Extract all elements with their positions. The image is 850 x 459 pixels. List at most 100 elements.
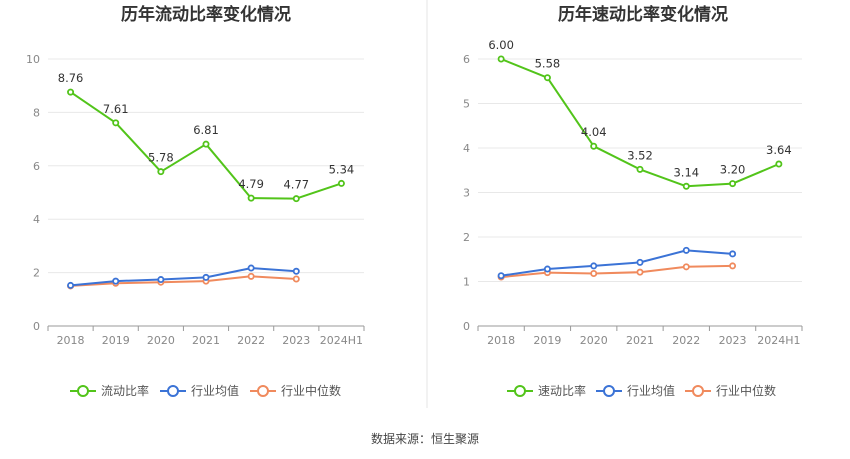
industry-mean-point xyxy=(543,265,551,273)
x-tick-label: 2020 xyxy=(147,334,175,347)
x-tick-label: 2019 xyxy=(102,334,130,347)
industry-mean-point xyxy=(157,276,165,284)
x-tick-label: 2021 xyxy=(192,334,220,347)
industry-median-point xyxy=(682,263,690,271)
current-ratio-point xyxy=(202,140,210,148)
legend-label: 速动比率 xyxy=(538,383,586,398)
data-label: 6.81 xyxy=(193,123,219,137)
industry-mean-point xyxy=(247,264,255,272)
legend-label: 行业均值 xyxy=(627,383,675,398)
legend-label: 行业中位数 xyxy=(281,383,341,398)
y-tick-label: 0 xyxy=(33,320,40,333)
x-tick-label: 2018 xyxy=(57,334,85,347)
data-label: 4.04 xyxy=(581,125,607,139)
y-tick-label: 4 xyxy=(463,142,470,155)
data-label: 3.20 xyxy=(720,163,746,177)
quick-ratio-point xyxy=(497,55,505,63)
legend-marker-icon xyxy=(514,385,526,397)
y-tick-label: 6 xyxy=(463,53,470,66)
x-tick-label: 2022 xyxy=(672,334,700,347)
current-ratio-chart: 历年流动比率变化情况 0 2 4 6 8 10 2018 2019 2020 2021 2022 202… xyxy=(26,4,365,398)
y-tick-label: 3 xyxy=(463,187,470,200)
current-ratio-point xyxy=(337,179,345,187)
y-tick-label: 2 xyxy=(463,231,470,244)
current-ratio-point xyxy=(247,194,255,202)
data-source: 数据来源：恒生聚源 xyxy=(371,431,479,446)
quick-ratio-point xyxy=(636,165,644,173)
current-ratio-point xyxy=(67,88,75,96)
y-tick-label: 2 xyxy=(33,267,40,280)
industry-median-point xyxy=(729,262,737,270)
y-tick-label: 8 xyxy=(33,106,40,119)
legend-item: 行业中位数 xyxy=(250,383,341,398)
industry-mean-point xyxy=(682,246,690,254)
quick-ratio-point xyxy=(543,74,551,82)
current-ratio-point xyxy=(157,168,165,176)
legend-item: 行业均值 xyxy=(160,383,239,398)
legend-label: 行业均值 xyxy=(191,383,239,398)
industry-mean-point xyxy=(729,250,737,258)
x-tick-label: 2023 xyxy=(282,334,310,347)
x-tick-label: 2018 xyxy=(487,334,515,347)
legend-marker-icon xyxy=(167,385,179,397)
quick-ratio-chart: 历年速动比率变化情况 0 1 2 3 4 5 6 2018 2019 2020 2021 2022 202… xyxy=(463,4,803,398)
industry-mean-series-line xyxy=(70,267,297,287)
legend-item: 行业中位数 xyxy=(685,383,776,398)
x-tick-label: 2024H1 xyxy=(757,334,800,347)
legend-marker-icon xyxy=(77,385,89,397)
industry-mean-point xyxy=(67,281,75,289)
x-tick-label: 2021 xyxy=(626,334,654,347)
legend-label: 流动比率 xyxy=(101,383,149,398)
x-tick-label: 2022 xyxy=(237,334,265,347)
data-label: 3.14 xyxy=(673,165,699,179)
industry-median-point xyxy=(292,275,300,283)
y-tick-label: 5 xyxy=(463,98,470,111)
quick-ratio-point xyxy=(729,180,737,188)
data-label: 5.78 xyxy=(148,151,174,165)
data-label: 3.52 xyxy=(627,148,653,162)
y-tick-label: 0 xyxy=(463,320,470,333)
legend-label: 行业中位数 xyxy=(716,383,776,398)
industry-mean-series-line xyxy=(500,249,733,277)
legend-item: 行业均值 xyxy=(596,383,675,398)
x-tick-label: 2024H1 xyxy=(320,334,363,347)
quick-ratio-point xyxy=(775,160,783,168)
current-ratio-title: 历年流动比率变化情况 xyxy=(121,4,291,25)
y-tick-label: 1 xyxy=(463,276,470,289)
legend-marker-icon xyxy=(692,385,704,397)
x-tick-label: 2023 xyxy=(719,334,747,347)
data-label: 3.64 xyxy=(766,143,792,157)
industry-median-point xyxy=(247,272,255,280)
data-label: 7.61 xyxy=(103,102,129,116)
quick-ratio-point xyxy=(590,142,598,150)
y-tick-label: 10 xyxy=(26,53,40,66)
data-label: 4.77 xyxy=(283,178,309,192)
quick-ratio-title: 历年速动比率变化情况 xyxy=(558,4,728,25)
data-label: 8.76 xyxy=(58,71,84,85)
industry-mean-point xyxy=(497,272,505,280)
quick-ratio-point xyxy=(682,182,690,190)
current-ratio-point xyxy=(112,119,120,127)
industry-median-series-line xyxy=(70,275,297,287)
legend-item: 速动比率 xyxy=(507,383,586,398)
y-tick-label: 6 xyxy=(33,160,40,173)
legend-marker-icon xyxy=(257,385,269,397)
industry-mean-point xyxy=(112,277,120,285)
data-label: 5.58 xyxy=(535,57,561,71)
industry-mean-point xyxy=(202,273,210,281)
x-tick-label: 2020 xyxy=(580,334,608,347)
data-label: 6.00 xyxy=(488,38,514,52)
industry-mean-point xyxy=(292,267,300,275)
industry-median-point xyxy=(636,268,644,276)
data-label: 4.79 xyxy=(238,177,264,191)
x-tick-label: 2019 xyxy=(533,334,561,347)
legend-item: 流动比率 xyxy=(70,383,149,398)
legend-marker-icon xyxy=(603,385,615,397)
current-ratio-point xyxy=(292,195,300,203)
industry-median-point xyxy=(590,269,598,277)
y-tick-label: 4 xyxy=(33,213,40,226)
industry-mean-point xyxy=(590,262,598,270)
industry-median-series-line xyxy=(501,264,733,279)
